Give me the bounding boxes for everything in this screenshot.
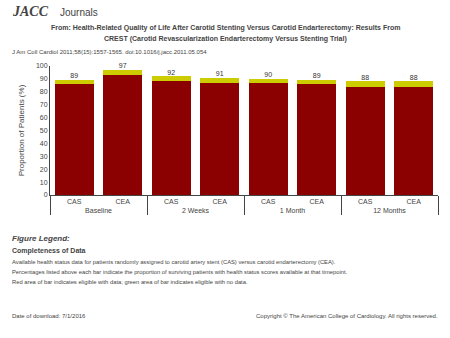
svg-text:2 Weeks: 2 Weeks (182, 207, 210, 214)
svg-text:60: 60 (40, 114, 48, 121)
svg-text:89: 89 (313, 72, 321, 79)
svg-text:Copyright © The American Colle: Copyright © The American College of Card… (256, 313, 438, 319)
svg-text:CEA: CEA (310, 198, 325, 205)
svg-text:Journals: Journals (60, 7, 98, 18)
svg-text:30: 30 (40, 153, 48, 160)
svg-text:Baseline: Baseline (85, 207, 112, 214)
svg-text:From: Health-Related Quality o: From: Health-Related Quality of Life Aft… (51, 24, 400, 32)
svg-text:CEA: CEA (213, 198, 228, 205)
svg-text:Completeness of Data: Completeness of Data (12, 247, 86, 255)
svg-text:Available health status data f: Available health status data for patient… (12, 259, 336, 265)
svg-text:CAS: CAS (261, 198, 276, 205)
svg-text:80: 80 (40, 88, 48, 95)
svg-text:88: 88 (410, 74, 418, 81)
svg-text:70: 70 (40, 101, 48, 108)
svg-text:90: 90 (264, 71, 272, 78)
svg-text:92: 92 (167, 69, 175, 76)
svg-text:97: 97 (119, 62, 127, 69)
svg-text:Date of download: 7/1/2016: Date of download: 7/1/2016 (12, 313, 86, 319)
svg-text:Proportion of Patients (%): Proportion of Patients (%) (17, 84, 26, 176)
svg-text:Figure Legend:: Figure Legend: (12, 234, 70, 243)
svg-text:20: 20 (40, 166, 48, 173)
svg-text:CEA: CEA (116, 198, 131, 205)
svg-text:CAS: CAS (358, 198, 373, 205)
svg-text:88: 88 (361, 74, 369, 81)
svg-text:12 Months: 12 Months (373, 207, 406, 214)
svg-text:90: 90 (40, 75, 48, 82)
svg-text:0: 0 (44, 191, 48, 198)
svg-text:91: 91 (216, 70, 224, 77)
svg-text:10: 10 (40, 179, 48, 186)
svg-text:J Am Coll Cardiol 2011;58(15):: J Am Coll Cardiol 2011;58(15):1557-1565.… (12, 49, 207, 55)
svg-text:1 Month: 1 Month (280, 207, 305, 214)
svg-text:CAS: CAS (164, 198, 179, 205)
svg-text:CEA: CEA (407, 198, 422, 205)
svg-text:89: 89 (70, 72, 78, 79)
svg-text:CAS: CAS (67, 198, 82, 205)
svg-text:JACC: JACC (12, 4, 49, 19)
svg-text:Percentages listed above each: Percentages listed above each bar indica… (12, 269, 348, 275)
svg-text:50: 50 (40, 127, 48, 134)
svg-text:100: 100 (36, 62, 48, 69)
svg-text:Red area of bar indicates elig: Red area of bar indicates eligible with … (12, 279, 248, 285)
svg-text:40: 40 (40, 140, 48, 147)
svg-text:CREST (Carotid Revascularizati: CREST (Carotid Revascularization Endarte… (104, 35, 347, 43)
